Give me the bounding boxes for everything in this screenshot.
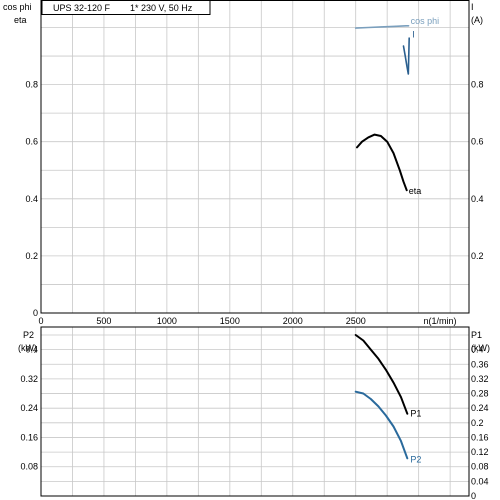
curves: eta cos phi I P1 P2 bbox=[354, 16, 440, 464]
x-axis-label: n(1/min) bbox=[423, 316, 456, 326]
y-tick-label-right: 0.32 bbox=[471, 374, 489, 384]
y-tick-label-left: 0.4 bbox=[25, 194, 38, 204]
y-tick-label-left: 0.8 bbox=[25, 80, 38, 90]
x-tick-label: 1000 bbox=[157, 316, 177, 326]
y-tick-label-left: 0 bbox=[33, 308, 38, 318]
right-axis-label-p1: P1 bbox=[471, 330, 482, 340]
title-box bbox=[41, 0, 211, 15]
y-tick-label-right: 0.8 bbox=[471, 80, 484, 90]
y-tick-label-left: 0.2 bbox=[25, 251, 38, 261]
y-tick-label-left: 0.16 bbox=[20, 432, 38, 442]
x-tick-label: 500 bbox=[96, 316, 111, 326]
right-axis-label-unit: (kW) bbox=[471, 343, 490, 353]
series-i-tail bbox=[407, 37, 411, 74]
series-label-p2: P2 bbox=[410, 454, 421, 464]
left-axis-label-eta: eta bbox=[14, 15, 27, 25]
y-tick-label-right: 0.12 bbox=[471, 447, 489, 457]
series-label-i: I bbox=[412, 30, 415, 40]
chart-title-supply: 1* 230 V, 50 Hz bbox=[130, 3, 193, 13]
bottom-panel-grid bbox=[41, 327, 469, 496]
x-tick-label: 1500 bbox=[220, 316, 240, 326]
series-label-cos-phi: cos phi bbox=[411, 16, 440, 26]
right-axis-label-i: I bbox=[471, 2, 474, 12]
x-tick-label: 2500 bbox=[346, 316, 366, 326]
top-panel-axis-labels: cos phi eta I (A) 0 0.2 0.2 0.4 0.4 0.6 0.6 0.8 0.8 0… bbox=[3, 2, 484, 326]
y-tick-label-right: 0.08 bbox=[471, 462, 489, 472]
right-axis-label-unit: (A) bbox=[471, 15, 483, 25]
bottom-panel-frame bbox=[40, 326, 470, 497]
y-tick-label-left: 0.4 bbox=[25, 345, 38, 355]
left-axis-label-p2: P2 bbox=[23, 330, 34, 340]
y-tick-label-right: 0.2 bbox=[471, 418, 484, 428]
left-axis-label-cos-phi: cos phi bbox=[3, 2, 32, 12]
y-tick-label-right: 0.36 bbox=[471, 359, 489, 369]
y-tick-label-right: 0.4 bbox=[471, 345, 484, 355]
y-tick-label-right: 0.24 bbox=[471, 403, 489, 413]
x-tick-label: 0 bbox=[38, 316, 43, 326]
y-tick-label-right: 0.04 bbox=[471, 476, 489, 486]
left-axis-label-unit: (kW) bbox=[18, 343, 37, 353]
series-i-line bbox=[402, 45, 410, 75]
bottom-panel-axis-labels: P2 (kW) P1 (kW) 0.08 0.16 0.24 0.32 0.4 0 0.04 0.08… bbox=[18, 330, 490, 500]
y-tick-label-right: 0.4 bbox=[471, 194, 484, 204]
series-p1-line bbox=[354, 334, 409, 415]
y-tick-label-right: 0.28 bbox=[471, 389, 489, 399]
x-tick-label: 2000 bbox=[283, 316, 303, 326]
y-tick-label-left: 0.24 bbox=[20, 403, 38, 413]
y-tick-label-left: 0.32 bbox=[20, 374, 38, 384]
y-tick-label-left: 0.08 bbox=[20, 462, 38, 472]
series-eta-line bbox=[356, 133, 408, 192]
series-cos-phi-line bbox=[354, 24, 410, 29]
chart-title-model: UPS 32-120 F bbox=[53, 3, 111, 13]
y-tick-label-left: 0.6 bbox=[25, 137, 38, 147]
y-tick-label-right: 0.2 bbox=[471, 251, 484, 261]
y-tick-label-right: 0.6 bbox=[471, 137, 484, 147]
series-label-p1: P1 bbox=[410, 409, 421, 419]
top-panel-frame bbox=[40, 0, 470, 314]
series-label-eta: eta bbox=[409, 186, 422, 196]
series-p2-line bbox=[354, 390, 409, 460]
y-tick-label-right: 0 bbox=[471, 491, 476, 500]
top-panel-grid bbox=[41, 0, 469, 313]
y-tick-label-right: 0.16 bbox=[471, 432, 489, 442]
